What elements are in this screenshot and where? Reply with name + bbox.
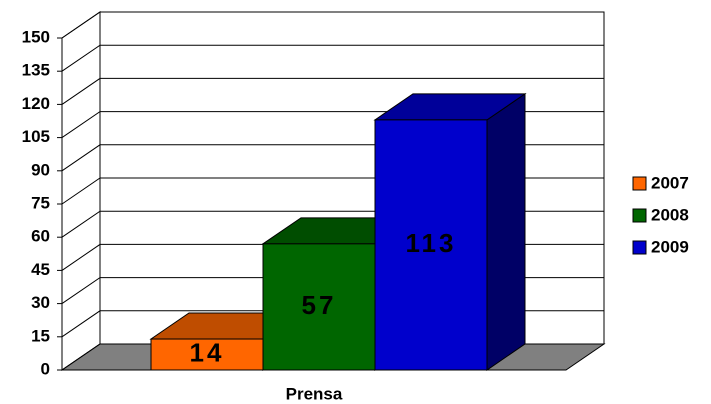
data-label: 14 — [190, 337, 225, 367]
y-tick-label: 105 — [22, 127, 50, 146]
bar — [150, 338, 264, 371]
y-tick-label: 30 — [31, 293, 50, 312]
legend-swatch — [632, 240, 647, 255]
y-tick-label: 0 — [41, 359, 50, 378]
legend-label: 2008 — [651, 205, 689, 224]
y-tick-label: 135 — [22, 61, 50, 80]
y-tick-label: 150 — [22, 27, 50, 46]
y-tick-label: 90 — [31, 160, 50, 179]
grid-line — [61, 11, 604, 39]
data-label: 57 — [302, 290, 337, 320]
legend-swatch — [632, 208, 647, 223]
data-label: 113 — [406, 228, 457, 258]
bar — [374, 119, 488, 371]
y-tick-label: 120 — [22, 94, 50, 113]
y-tick-label: 75 — [31, 193, 50, 212]
bar-side — [486, 92, 526, 371]
legend-swatch — [632, 176, 647, 191]
bar — [262, 243, 376, 371]
grid-line — [61, 77, 604, 105]
y-tick-label: 45 — [31, 260, 50, 279]
y-tick-label: 60 — [31, 227, 50, 246]
y-tick-label: 15 — [31, 326, 50, 345]
legend-label: 2009 — [651, 237, 689, 256]
x-tick-label: Prensa — [286, 384, 343, 403]
legend-label: 2007 — [651, 173, 689, 192]
grid-line — [61, 44, 604, 72]
